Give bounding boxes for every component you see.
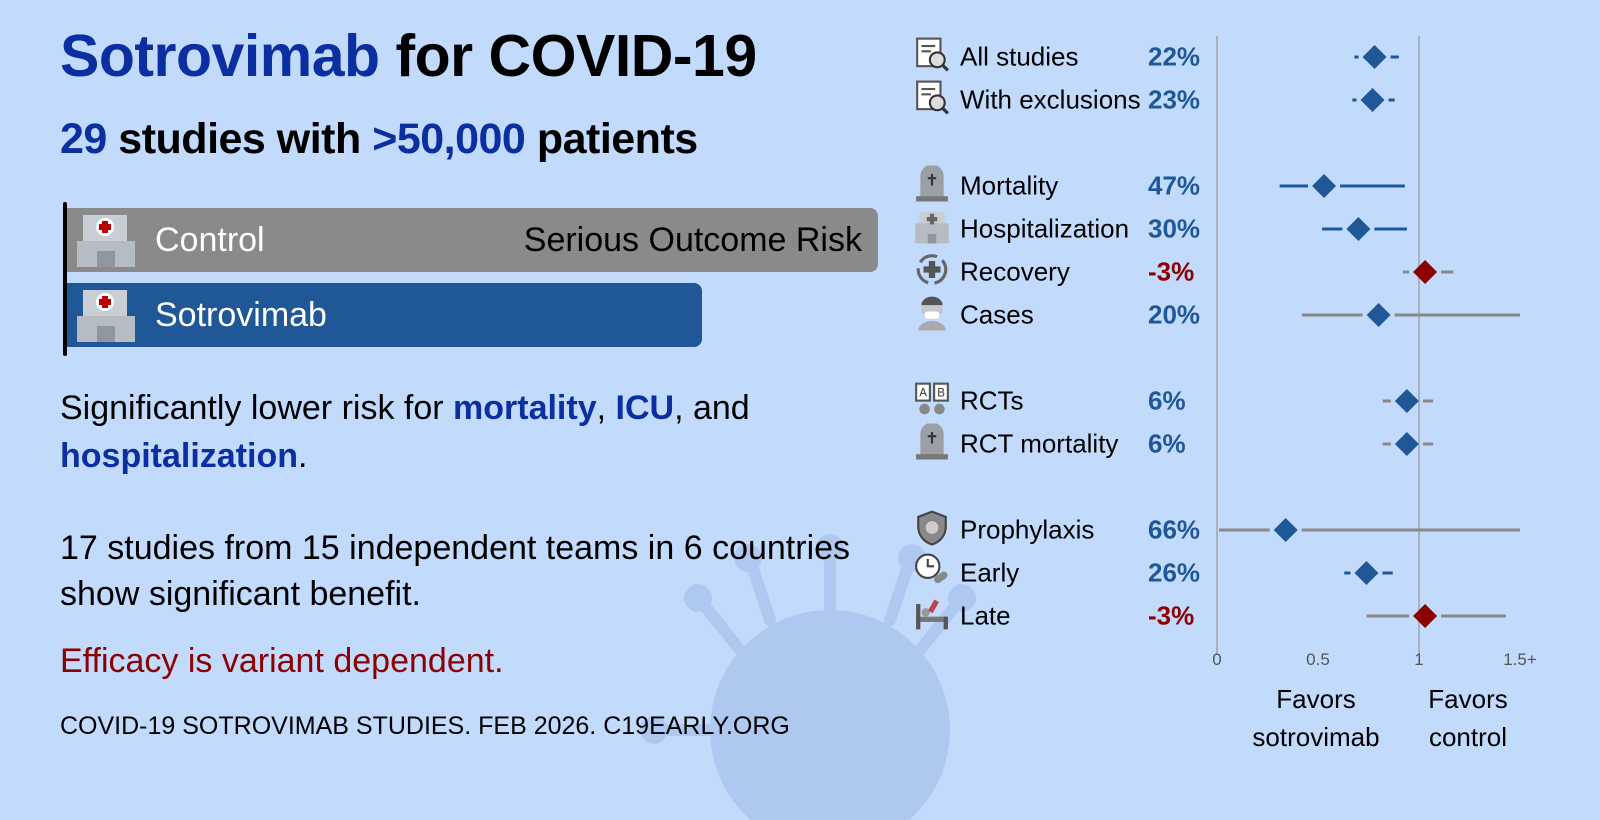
title-rest: for COVID-19	[395, 23, 757, 89]
tombstone-icon	[914, 164, 950, 207]
row-label: Recovery	[960, 256, 1070, 287]
page-title: Sotrovimab for COVID-19	[60, 22, 757, 90]
highlight-icu: ICU	[615, 389, 675, 427]
x-tick-label: 1.5+	[1503, 650, 1537, 669]
row-label: Hospitalization	[960, 213, 1130, 244]
highlight-mortality: mortality	[453, 389, 597, 427]
row-label: Prophylaxis	[960, 514, 1095, 545]
effect-diamond	[1362, 45, 1387, 69]
effect-diamond	[1394, 389, 1419, 413]
highlight-hospitalization: hospitalization	[60, 437, 298, 475]
svg-text:A: A	[919, 386, 927, 399]
variant-warning: Efficacy is variant dependent.	[60, 642, 504, 680]
effect-diamond	[1354, 561, 1379, 585]
row-label: Cases	[960, 299, 1034, 330]
virus-decoration-icon	[640, 534, 976, 820]
row-label: Early	[960, 557, 1020, 588]
effect-diamond	[1312, 174, 1337, 198]
control-label: Control	[155, 221, 265, 259]
hospital-icon	[914, 209, 950, 250]
metric-label: Serious Outcome Risk	[523, 221, 862, 259]
subtitle-text: studies with	[118, 115, 361, 163]
effect-diamond	[1413, 260, 1438, 284]
favors-treatment-label: Favors sotrovimab	[1252, 680, 1379, 756]
row-label: RCT mortality	[960, 428, 1119, 459]
effect-diamond	[1273, 518, 1298, 542]
document-search-icon	[914, 37, 950, 78]
row-percent: 20%	[1148, 299, 1201, 330]
svg-text:B: B	[937, 386, 945, 399]
treatment-bar: Sotrovimab	[67, 283, 702, 347]
favors-control-label: Favors control	[1428, 680, 1507, 756]
control-bar: Control Serious Outcome Risk	[67, 208, 878, 272]
p1-comma: ,	[596, 389, 616, 427]
row-label: Late	[960, 600, 1011, 631]
study-count: 29	[60, 115, 107, 163]
document-search-icon	[914, 80, 950, 121]
masked-person-icon	[914, 295, 950, 336]
row-percent: 47%	[1148, 170, 1201, 201]
title-drug: Sotrovimab	[60, 23, 380, 89]
hospital-icon	[77, 290, 135, 342]
x-tick-label: 1	[1414, 650, 1424, 669]
x-tick-label: 0.5	[1306, 650, 1330, 669]
footer: COVID-19 SOTROVIMAB STUDIES. FEB 2026. C…	[60, 712, 790, 740]
clock-pills-icon	[914, 553, 950, 594]
x-tick-label: 0	[1212, 650, 1222, 669]
row-percent: 6%	[1148, 385, 1186, 416]
row-label: All studies	[960, 41, 1079, 72]
row-percent: 30%	[1148, 213, 1201, 244]
row-percent: -3%	[1148, 256, 1195, 287]
bar-axis	[63, 202, 67, 356]
p1-and: , and	[674, 389, 750, 427]
row-percent: 6%	[1148, 428, 1186, 459]
treatment-label: Sotrovimab	[155, 296, 327, 334]
row-percent: 23%	[1148, 84, 1201, 115]
favors-control-label-line: Favors	[1428, 684, 1508, 714]
row-percent: 26%	[1148, 557, 1201, 588]
effect-diamond	[1360, 88, 1385, 112]
p1-text: Significantly lower risk for	[60, 389, 454, 427]
row-label: RCTs	[960, 385, 1024, 416]
row-label: Mortality	[960, 170, 1059, 201]
favors-treatment-label-line: sotrovimab	[1252, 722, 1380, 752]
studies-paragraph: 17 studies from 15 independent teams in …	[60, 529, 851, 613]
row-label: With exclusions	[960, 84, 1141, 115]
row-percent: -3%	[1148, 600, 1195, 631]
effect-diamond	[1366, 303, 1391, 327]
row-percent: 22%	[1148, 41, 1201, 72]
effect-diamond	[1413, 604, 1438, 628]
subtitle-end: patients	[536, 115, 698, 163]
recovery-icon	[914, 252, 950, 293]
summary-paragraph: Significantly lower risk for mortality , …	[60, 384, 880, 480]
hospital-icon	[77, 215, 135, 267]
forest-plot	[1216, 36, 1520, 655]
subtitle: 29 studies with >50,000 patients	[60, 115, 698, 164]
shield-virus-icon	[914, 510, 950, 551]
patient-count: >50,000	[372, 115, 526, 163]
effect-diamond	[1346, 217, 1371, 241]
row-percent: 66%	[1148, 514, 1201, 545]
hospital-bed-icon	[914, 596, 950, 637]
p1-period: .	[298, 437, 308, 475]
effect-diamond	[1394, 432, 1419, 456]
favors-treatment-label-line: Favors	[1276, 684, 1356, 714]
favors-control-label-line: control	[1428, 722, 1508, 752]
tombstone-icon	[914, 422, 950, 465]
